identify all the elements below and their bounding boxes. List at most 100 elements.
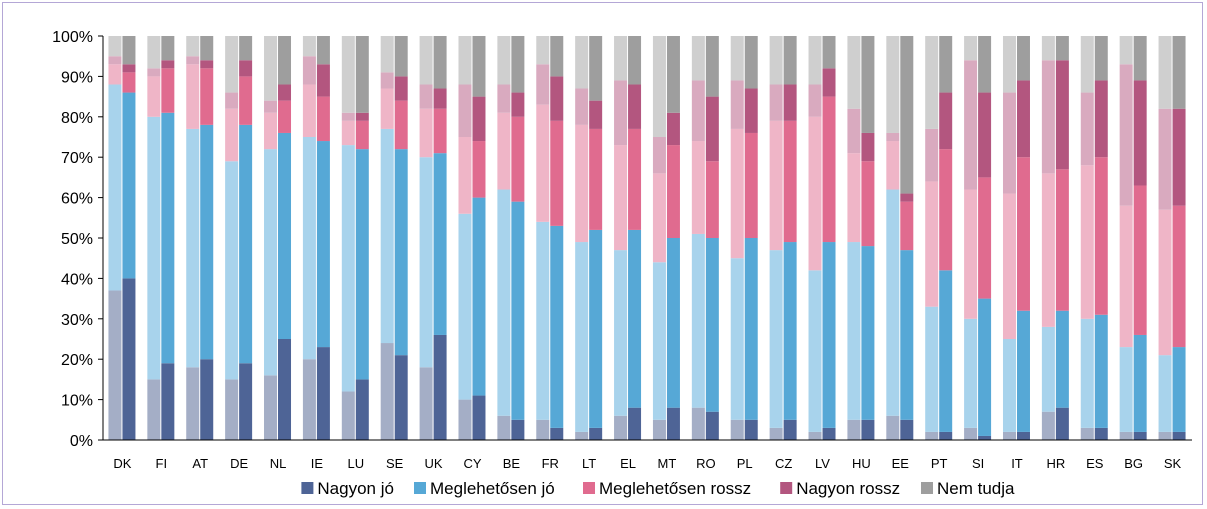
bar-segment (964, 427, 978, 440)
bar-segment (575, 124, 589, 243)
x-tick-label: BG (1124, 456, 1143, 471)
bar-segment (1080, 92, 1094, 166)
bar-segment (264, 36, 278, 101)
bar-group-fi (147, 36, 175, 440)
bar-segment (550, 36, 564, 77)
bar-segment (1055, 36, 1069, 61)
bar-segment (278, 84, 292, 101)
bar-group-lu (341, 36, 369, 440)
bar-segment (239, 60, 253, 77)
x-tick-label: AT (192, 456, 208, 471)
y-tick-label: 40% (61, 271, 93, 288)
bar-segment (589, 100, 603, 129)
bar-segment (886, 36, 900, 133)
bar-segment (978, 177, 992, 299)
bar-segment (1094, 314, 1108, 428)
bar-segment (1080, 318, 1094, 428)
bar-segment (380, 343, 394, 440)
bar-segment (264, 149, 278, 376)
bar-segment (666, 36, 680, 113)
bar-segment (652, 137, 666, 174)
bar-segment (822, 36, 836, 69)
bar-segment (1133, 36, 1147, 81)
bar-segment (691, 141, 705, 234)
bar-segment (186, 64, 200, 129)
x-axis: DK FI AT DE NL IE LU SE UK CY BE FR LT EL MT RO PL CZ LV HU… (103, 439, 1192, 471)
bar-segment (691, 36, 705, 81)
bar-segment (341, 391, 355, 440)
bar-segment (433, 334, 447, 440)
bar-segment (511, 36, 525, 93)
y-tick-label: 10% (61, 393, 93, 410)
bar-segment (161, 363, 175, 440)
bar-segment (147, 116, 161, 380)
bar-segment (900, 250, 914, 420)
bar-segment (666, 238, 680, 408)
bar-segment (511, 92, 525, 117)
x-tick-label: SI (972, 456, 984, 471)
bar-segment (939, 270, 953, 432)
bar-segment (925, 306, 939, 432)
bar-segment (394, 36, 408, 77)
bar-segment (705, 238, 719, 412)
bar-segment (302, 56, 316, 85)
bar-segment (341, 120, 355, 146)
bar-segment (783, 242, 797, 420)
bar-segment (589, 128, 603, 230)
bar-segment (1016, 36, 1030, 81)
bar-segment (769, 36, 783, 85)
y-tick-label: 0% (70, 433, 93, 450)
bar-segment (1016, 431, 1030, 440)
y-tick-label: 80% (61, 110, 93, 127)
bar-segment (355, 379, 369, 440)
y-tick-label: 30% (61, 312, 93, 329)
bar-segment (628, 128, 642, 230)
legend-item: Meglehetősen jó (414, 479, 555, 498)
legend-swatch (780, 482, 793, 494)
bar-segment (1016, 310, 1030, 432)
bar-segment (861, 246, 875, 420)
bar-segment (122, 36, 136, 65)
bar-group-hr (1041, 36, 1069, 440)
bar-segment (122, 92, 136, 279)
bar-group-ro (691, 36, 719, 440)
bar-segment (355, 120, 369, 150)
bar-segment (614, 250, 628, 416)
x-tick-label: NL (270, 456, 287, 471)
bar-segment (239, 76, 253, 125)
bar-segment (1080, 36, 1094, 93)
bar-segment (1158, 355, 1172, 432)
bar-segment (1172, 36, 1186, 109)
bar-segment (964, 189, 978, 319)
bar-segment (808, 84, 822, 117)
bar-segment (200, 124, 214, 360)
legend: Nagyon jó Meglehetősen jó Meglehetősen ros… (301, 479, 1015, 498)
bar-segment (341, 36, 355, 113)
bar-segment (783, 419, 797, 440)
bar-segment (147, 36, 161, 69)
bar-segment (341, 112, 355, 121)
bar-group-de (225, 36, 253, 440)
bar-segment (316, 64, 330, 97)
bar-segment (433, 153, 447, 335)
bar-segment (458, 137, 472, 214)
bar-segment (1119, 36, 1133, 65)
x-tick-label: BE (503, 456, 521, 471)
bar-segment (264, 112, 278, 150)
legend-item: Nagyon jó (301, 479, 394, 498)
bar-segment (497, 36, 511, 85)
bar-segment (691, 233, 705, 408)
bar-segment (847, 36, 861, 109)
bar-group-nl (264, 36, 292, 440)
bar-segment (900, 419, 914, 440)
bar-segment (355, 36, 369, 113)
bar-segment (200, 68, 214, 125)
bar-segment (122, 278, 136, 440)
x-tick-label: EL (620, 456, 636, 471)
bar-segment (200, 60, 214, 69)
x-tick-label: IE (311, 456, 324, 471)
bar-segment (536, 36, 550, 65)
bar-segment (1133, 431, 1147, 440)
